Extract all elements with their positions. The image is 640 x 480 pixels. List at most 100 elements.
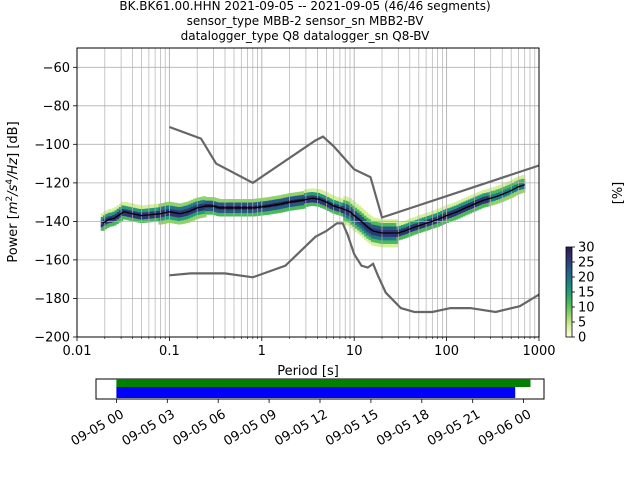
heatmap-cell <box>100 216 105 221</box>
heatmap-cell <box>384 233 389 237</box>
heatmap-cell <box>186 208 191 213</box>
heatmap-cell <box>361 223 366 228</box>
heatmap-cell <box>216 202 221 206</box>
heatmap-cell <box>220 209 225 213</box>
heatmap-cell <box>276 209 281 214</box>
heatmap-cell <box>509 190 514 195</box>
heatmap-cell <box>176 203 182 207</box>
x-axis-label: Period [s] <box>277 364 339 379</box>
heatmap-cell <box>437 218 443 223</box>
heatmap-cell <box>179 217 184 221</box>
heatmap-cell <box>160 206 165 211</box>
heatmap-cell <box>112 215 117 219</box>
y-tick-label: −60 <box>43 61 70 76</box>
heatmap-cell <box>121 208 126 213</box>
heatmap-cell <box>262 208 267 212</box>
heatmap-cell <box>336 197 341 201</box>
heatmap-cell <box>412 217 417 221</box>
heatmap-cell <box>170 209 175 213</box>
heatmap-cell <box>160 217 165 221</box>
heatmap-cell <box>391 229 396 234</box>
colorbar-tick-label: 30 <box>578 241 595 256</box>
heatmap-cell <box>521 189 526 193</box>
heatmap-cell <box>493 200 498 205</box>
heatmap-cell <box>225 199 230 203</box>
heatmap-cell <box>299 195 304 199</box>
heatmap-cell <box>176 207 182 211</box>
heatmap-cell <box>232 209 237 213</box>
heatmap-cell <box>504 185 510 190</box>
y-tick-label: −100 <box>34 138 70 153</box>
heatmap-cell <box>126 213 131 217</box>
heatmap-cell <box>338 212 343 216</box>
heatmap-cell <box>151 211 156 215</box>
heatmap-cell <box>334 207 339 211</box>
heatmap-cell <box>322 194 327 199</box>
heatmap-cell <box>273 199 279 203</box>
heatmap-cell <box>354 214 359 219</box>
heatmap-cell <box>391 240 396 244</box>
heatmap-cell <box>165 216 170 220</box>
heatmap-cell <box>421 221 426 225</box>
heatmap-cell <box>373 228 378 232</box>
coverage-bars <box>116 379 531 398</box>
heatmap-cell <box>384 222 389 227</box>
heatmap-cell <box>391 226 396 230</box>
heatmap-cell <box>179 210 184 214</box>
heatmap-cell <box>470 201 475 206</box>
heatmap-cell <box>271 210 276 214</box>
heatmap-cell <box>190 217 195 221</box>
heatmap-cell <box>405 223 410 227</box>
heatmap-cell <box>170 212 175 217</box>
heatmap-cell <box>109 215 115 220</box>
y-axis-ticks: −200 −180 −160 −140 −120 −100 −80 −60 <box>34 61 77 346</box>
heatmap-cell <box>116 205 121 209</box>
heatmap-cell <box>357 226 362 231</box>
heatmap-cell <box>368 215 373 220</box>
heatmap-cell <box>484 192 489 197</box>
heatmap-cell <box>442 220 447 224</box>
heatmap-cell <box>518 186 523 190</box>
heatmap-cell <box>123 202 128 206</box>
heatmap-cell <box>310 198 316 203</box>
heatmap-cell <box>285 197 290 201</box>
heatmap-cell <box>377 229 383 233</box>
heatmap-cell <box>509 180 514 184</box>
heatmap-cell <box>518 175 523 180</box>
colorbar-gradient <box>565 246 573 338</box>
heatmap-cell <box>253 202 258 206</box>
heatmap-cell <box>495 193 500 197</box>
heatmap-cell <box>465 196 470 201</box>
heatmap-cell <box>509 187 514 191</box>
heatmap-cell <box>412 231 417 235</box>
heatmap-cell <box>109 208 115 213</box>
heatmap-cell <box>123 205 128 210</box>
heatmap-cell <box>283 204 288 209</box>
heatmap-cell <box>451 206 456 210</box>
heatmap-cell <box>463 208 468 212</box>
heatmap-cell <box>299 191 304 196</box>
heatmap-cell <box>366 217 371 222</box>
heatmap-cell <box>156 203 161 208</box>
y-axis-label: Power [m2/s4/Hz] [dB] <box>5 121 21 262</box>
heatmap-cell <box>213 197 218 202</box>
heatmap-cell <box>269 196 274 201</box>
heatmap-cell <box>447 218 452 223</box>
heatmap-cell <box>502 186 507 191</box>
heatmap-cell <box>310 191 316 196</box>
heatmap-cell <box>454 212 459 217</box>
heatmap-cell <box>461 213 466 217</box>
heatmap-cell <box>241 209 246 213</box>
heatmap-cell <box>359 211 364 215</box>
heatmap-cell <box>144 219 149 223</box>
heatmap-cell <box>156 207 161 211</box>
heatmap-cell <box>382 243 387 248</box>
heatmap-cell <box>491 198 496 202</box>
heatmap-cell <box>172 206 177 210</box>
heatmap-cell <box>126 209 131 214</box>
heatmap-cell <box>313 192 318 196</box>
heatmap-cell <box>491 194 496 198</box>
heatmap-cell <box>257 198 262 202</box>
colorbar-label: [%] <box>611 182 626 205</box>
